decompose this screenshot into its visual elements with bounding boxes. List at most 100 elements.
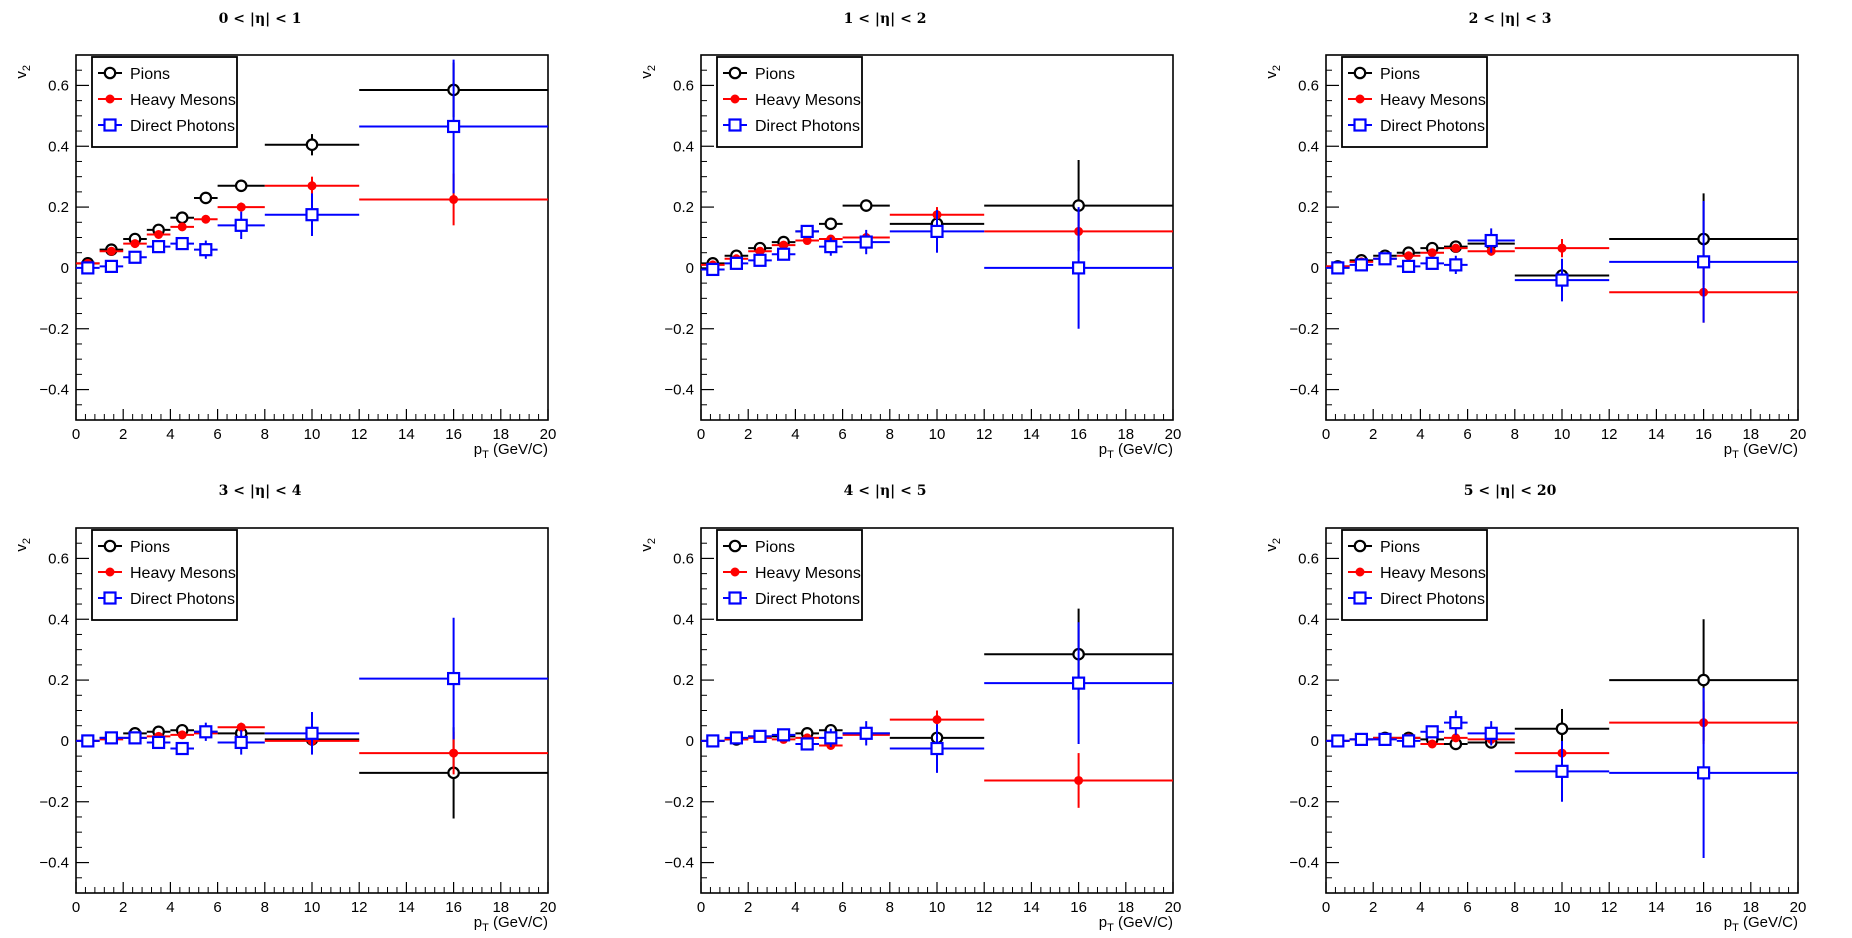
marker-direct-photons [81, 734, 95, 748]
x-tick-label: 14 [1023, 899, 1040, 916]
chart-title: 0 < |η| < 1 [219, 11, 302, 27]
x-tick-label: 16 [445, 899, 462, 916]
legend-label: Pions [130, 66, 170, 83]
marker-direct-photons [1425, 725, 1439, 739]
y-axis-label: v2 [1263, 65, 1283, 79]
data-point [1609, 201, 1798, 323]
data-point [1373, 732, 1397, 746]
series-direct-photons [76, 59, 548, 275]
x-tick-label: 18 [1742, 426, 1759, 443]
y-tick-label: 0 [61, 260, 69, 277]
x-tick-label: 6 [213, 899, 221, 916]
legend-entry-pions: Pions [723, 66, 795, 83]
series-pions [1326, 619, 1798, 751]
x-tick-label: 18 [492, 899, 509, 916]
data-point [1514, 740, 1610, 802]
y-tick-label: 0.4 [1298, 138, 1319, 155]
legend-label: Direct Photons [755, 591, 860, 608]
marker-direct-photons [930, 741, 944, 756]
y-tick-label: 0.2 [48, 672, 69, 689]
x-tick-label: 2 [1369, 426, 1377, 443]
y-tick-label: −0.4 [664, 382, 694, 399]
legend-label: Pions [1380, 539, 1420, 556]
x-tick-label: 16 [1070, 899, 1087, 916]
data-point [170, 741, 194, 756]
legend-entry-heavy-mesons: Heavy Mesons [723, 92, 861, 109]
marker-heavy-mesons [154, 229, 164, 239]
legend-marker-heavy-mesons [105, 94, 115, 104]
x-axis-label: pT (GeV/C) [1099, 914, 1173, 934]
data-point [1444, 255, 1468, 274]
series-direct-photons [76, 617, 548, 756]
legend-marker-heavy-mesons [105, 567, 115, 577]
x-tick-label: 14 [1648, 426, 1665, 443]
data-point [724, 731, 749, 745]
data-point [146, 229, 171, 239]
legend-label: Direct Photons [130, 591, 235, 608]
legend-entry-direct-photons: Direct Photons [98, 118, 235, 135]
y-tick-label: −0.4 [664, 855, 694, 872]
legend-marker-direct-photons [103, 118, 117, 132]
marker-heavy-mesons [1557, 243, 1567, 253]
series-direct-photons [701, 207, 1173, 329]
legend-label: Pions [1380, 66, 1420, 83]
data-point [842, 199, 890, 212]
marker-direct-photons [776, 728, 791, 742]
data-point [795, 224, 819, 239]
y-tick-label: 0.2 [673, 199, 694, 216]
y-axis-label: v2 [638, 538, 658, 552]
marker-pions [824, 217, 838, 231]
x-tick-label: 18 [492, 426, 509, 443]
marker-pions [175, 211, 189, 225]
marker-heavy-mesons [449, 748, 459, 758]
y-tick-label: 0.6 [673, 77, 694, 94]
data-point [264, 193, 360, 236]
data-point [1444, 733, 1468, 743]
x-tick-label: 14 [1648, 899, 1665, 916]
chart-panel-1: 0 < |η| < 1 0 2 4 6 8 10 12 14 16 18 20 −0.4 −0.2 0 0.2… [13, 11, 556, 461]
marker-direct-photons [1696, 766, 1711, 780]
x-tick-label: 4 [166, 426, 174, 443]
marker-direct-photons [199, 243, 213, 257]
data-point [1396, 251, 1421, 261]
data-point [99, 731, 124, 745]
data-point [123, 250, 147, 264]
x-tick-label: 8 [261, 899, 269, 916]
data-point [1326, 734, 1350, 748]
data-point [984, 753, 1173, 808]
data-point [1373, 252, 1397, 266]
data-point [217, 179, 265, 193]
legend-entry-pions: Pions [723, 539, 795, 556]
legend-entry-pions: Pions [98, 539, 170, 556]
data-point [724, 256, 749, 270]
data-point [819, 728, 843, 747]
data-point [771, 247, 796, 261]
marker-direct-photons [447, 119, 461, 134]
chart-panel-5: 4 < |η| < 5 0 2 4 6 8 10 12 14 16 18 20 −0.4 −0.2 0 0.2… [638, 483, 1181, 934]
data-point [842, 721, 890, 746]
y-tick-label: −0.2 [39, 321, 69, 338]
x-tick-label: 12 [1601, 899, 1618, 916]
data-point [99, 259, 124, 273]
data-point [76, 261, 100, 275]
data-point [1420, 739, 1444, 749]
y-tick-label: 0.2 [673, 672, 694, 689]
marker-direct-photons [1331, 261, 1345, 275]
legend-label: Heavy Mesons [130, 92, 236, 109]
x-axis-label: pT (GeV/C) [1724, 914, 1798, 934]
marker-direct-photons [706, 262, 720, 277]
data-point [701, 734, 725, 748]
marker-heavy-mesons [1427, 739, 1437, 749]
legend-marker-pions [103, 66, 117, 80]
legend-label: Direct Photons [1380, 118, 1485, 135]
y-tick-label: 0.6 [48, 77, 69, 94]
data-point [701, 262, 725, 277]
marker-direct-photons [776, 247, 791, 261]
marker-direct-photons [128, 250, 142, 264]
x-tick-label: 20 [540, 899, 557, 916]
data-point [1514, 258, 1610, 302]
marker-direct-photons [1484, 233, 1498, 248]
legend: Pions Heavy Mesons Direct Photons [91, 56, 238, 148]
x-tick-label: 20 [1165, 426, 1182, 443]
